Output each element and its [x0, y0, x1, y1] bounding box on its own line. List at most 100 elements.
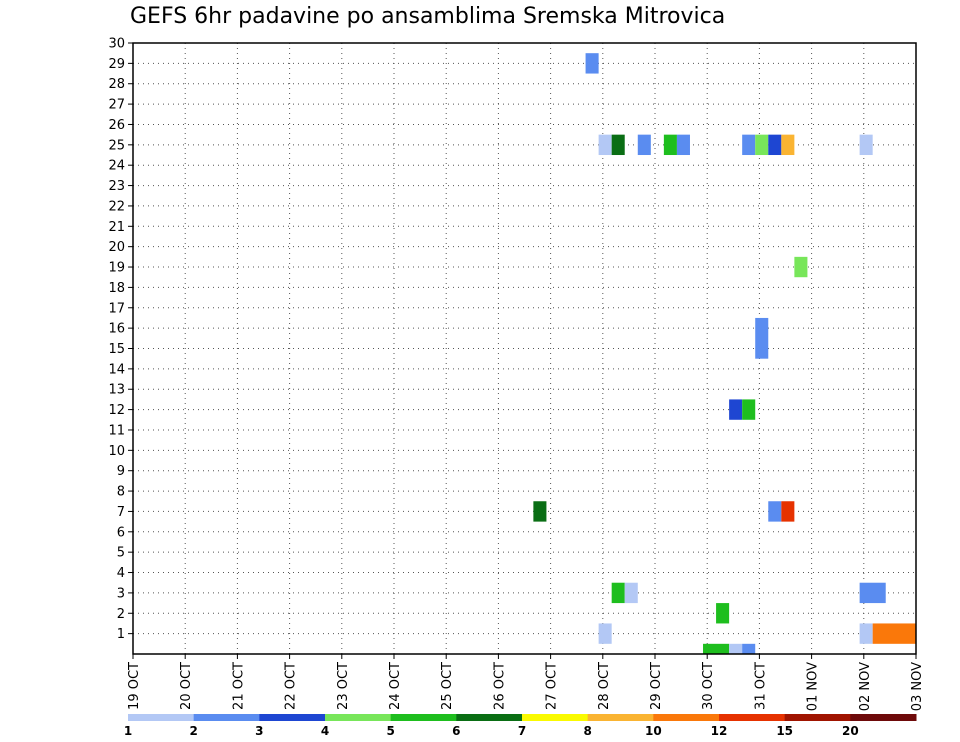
colorbar-swatch	[850, 714, 917, 721]
y-tick-label: 30	[108, 37, 125, 52]
precip-cell	[768, 501, 782, 522]
y-tick-label: 7	[117, 505, 125, 520]
precip-cell	[533, 501, 547, 522]
precip-cell	[624, 582, 638, 604]
y-tick-label: 24	[108, 159, 125, 174]
colorbar-label: 5	[386, 724, 394, 738]
y-tick-label: 21	[108, 220, 125, 235]
x-tick-label: 01 NOV	[806, 662, 821, 711]
precip-cell	[872, 623, 916, 644]
x-tick-label: 21 OCT	[231, 662, 246, 710]
y-tick-label: 6	[117, 525, 125, 540]
precip-cell	[729, 399, 743, 420]
colorbar-label: 8	[583, 724, 591, 738]
y-tick-label: 29	[108, 57, 125, 72]
precip-cell	[729, 643, 743, 654]
colorbar-swatch	[522, 714, 589, 721]
y-tick-label: 25	[108, 138, 125, 153]
y-tick-label: 13	[108, 383, 125, 398]
y-tick-label: 22	[108, 199, 125, 214]
colorbar-label: 1	[124, 724, 132, 738]
precip-cell	[781, 501, 795, 522]
colorbar-swatch	[193, 714, 260, 721]
precip-cell	[742, 134, 756, 156]
colorbar-swatch	[259, 714, 326, 721]
y-tick-label: 10	[108, 444, 125, 459]
precip-cell	[703, 643, 730, 654]
colorbar-label: 2	[189, 724, 197, 738]
precip-cell	[598, 623, 612, 644]
y-tick-label: 18	[108, 281, 125, 296]
colorbar-label: 7	[518, 724, 526, 738]
x-tick-label: 02 NOV	[858, 662, 873, 711]
y-tick-label: 1	[117, 627, 125, 642]
y-tick-label: 9	[117, 464, 125, 479]
y-tick-label: 11	[108, 423, 125, 438]
y-tick-label: 12	[108, 403, 125, 418]
x-tick-label: 20 OCT	[179, 662, 194, 710]
colorbar-swatch	[719, 714, 786, 721]
colorbar-label: 4	[321, 724, 329, 738]
precip-cell	[859, 134, 873, 156]
y-tick-label: 19	[108, 261, 125, 276]
y-tick-label: 15	[108, 342, 125, 357]
precip-cell	[637, 134, 651, 156]
colorbar-swatch	[587, 714, 654, 721]
precip-cell	[768, 134, 782, 156]
chart-title: GEFS 6hr padavine po ansamblima Sremska …	[130, 4, 726, 29]
colorbar-label: 3	[255, 724, 263, 738]
x-tick-label: 29 OCT	[649, 662, 664, 710]
x-tick-label: 03 NOV	[910, 662, 925, 711]
colorbar-swatch	[456, 714, 523, 721]
x-tick-label: 25 OCT	[440, 662, 455, 710]
y-tick-label: 2	[117, 607, 125, 622]
precip-cell	[794, 256, 808, 278]
y-tick-label: 16	[108, 322, 125, 337]
y-tick-label: 5	[117, 546, 125, 561]
precip-cell	[585, 53, 599, 74]
colorbar-swatch	[653, 714, 720, 721]
colorbar-label: 10	[645, 724, 662, 738]
precip-cell	[742, 399, 756, 420]
x-tick-label: 23 OCT	[336, 662, 351, 710]
y-tick-label: 26	[108, 118, 125, 133]
y-tick-label: 27	[108, 98, 125, 113]
colorbar-label: 20	[842, 724, 859, 738]
y-tick-label: 4	[117, 566, 125, 581]
x-tick-label: 28 OCT	[597, 662, 612, 710]
precip-cell	[611, 582, 625, 604]
x-tick-label: 27 OCT	[545, 662, 560, 710]
y-tick-label: 8	[117, 485, 125, 500]
colorbar-swatch	[784, 714, 851, 721]
y-tick-label: 3	[117, 586, 125, 601]
x-tick-label: 26 OCT	[492, 662, 507, 710]
x-tick-label: 24 OCT	[388, 662, 403, 710]
precip-cell	[742, 643, 756, 654]
y-tick-label: 28	[108, 77, 125, 92]
precip-cell	[676, 134, 690, 156]
y-tick-label: 20	[108, 240, 125, 255]
colorbar-swatch	[390, 714, 457, 721]
precip-cell	[611, 134, 625, 156]
precip-cell	[859, 623, 873, 644]
x-tick-label: 30 OCT	[701, 662, 716, 710]
y-tick-label: 17	[108, 301, 125, 316]
colorbar-label: 12	[711, 724, 728, 738]
x-tick-label: 31 OCT	[753, 662, 768, 710]
precip-cell	[859, 582, 886, 604]
colorbar-swatch	[128, 714, 195, 721]
precip-cell	[755, 134, 769, 156]
colorbar-label: 15	[776, 724, 793, 738]
y-tick-label: 14	[108, 362, 125, 377]
precip-cell	[781, 134, 795, 156]
precip-cell	[663, 134, 677, 156]
x-tick-label: 22 OCT	[284, 662, 299, 710]
colorbar-label: 6	[452, 724, 460, 738]
colorbar-swatch	[325, 714, 392, 721]
precip-cell	[598, 134, 612, 156]
precip-cell	[755, 317, 769, 359]
x-tick-label: 19 OCT	[127, 662, 142, 710]
y-tick-label: 23	[108, 179, 125, 194]
precip-cell	[716, 603, 730, 624]
